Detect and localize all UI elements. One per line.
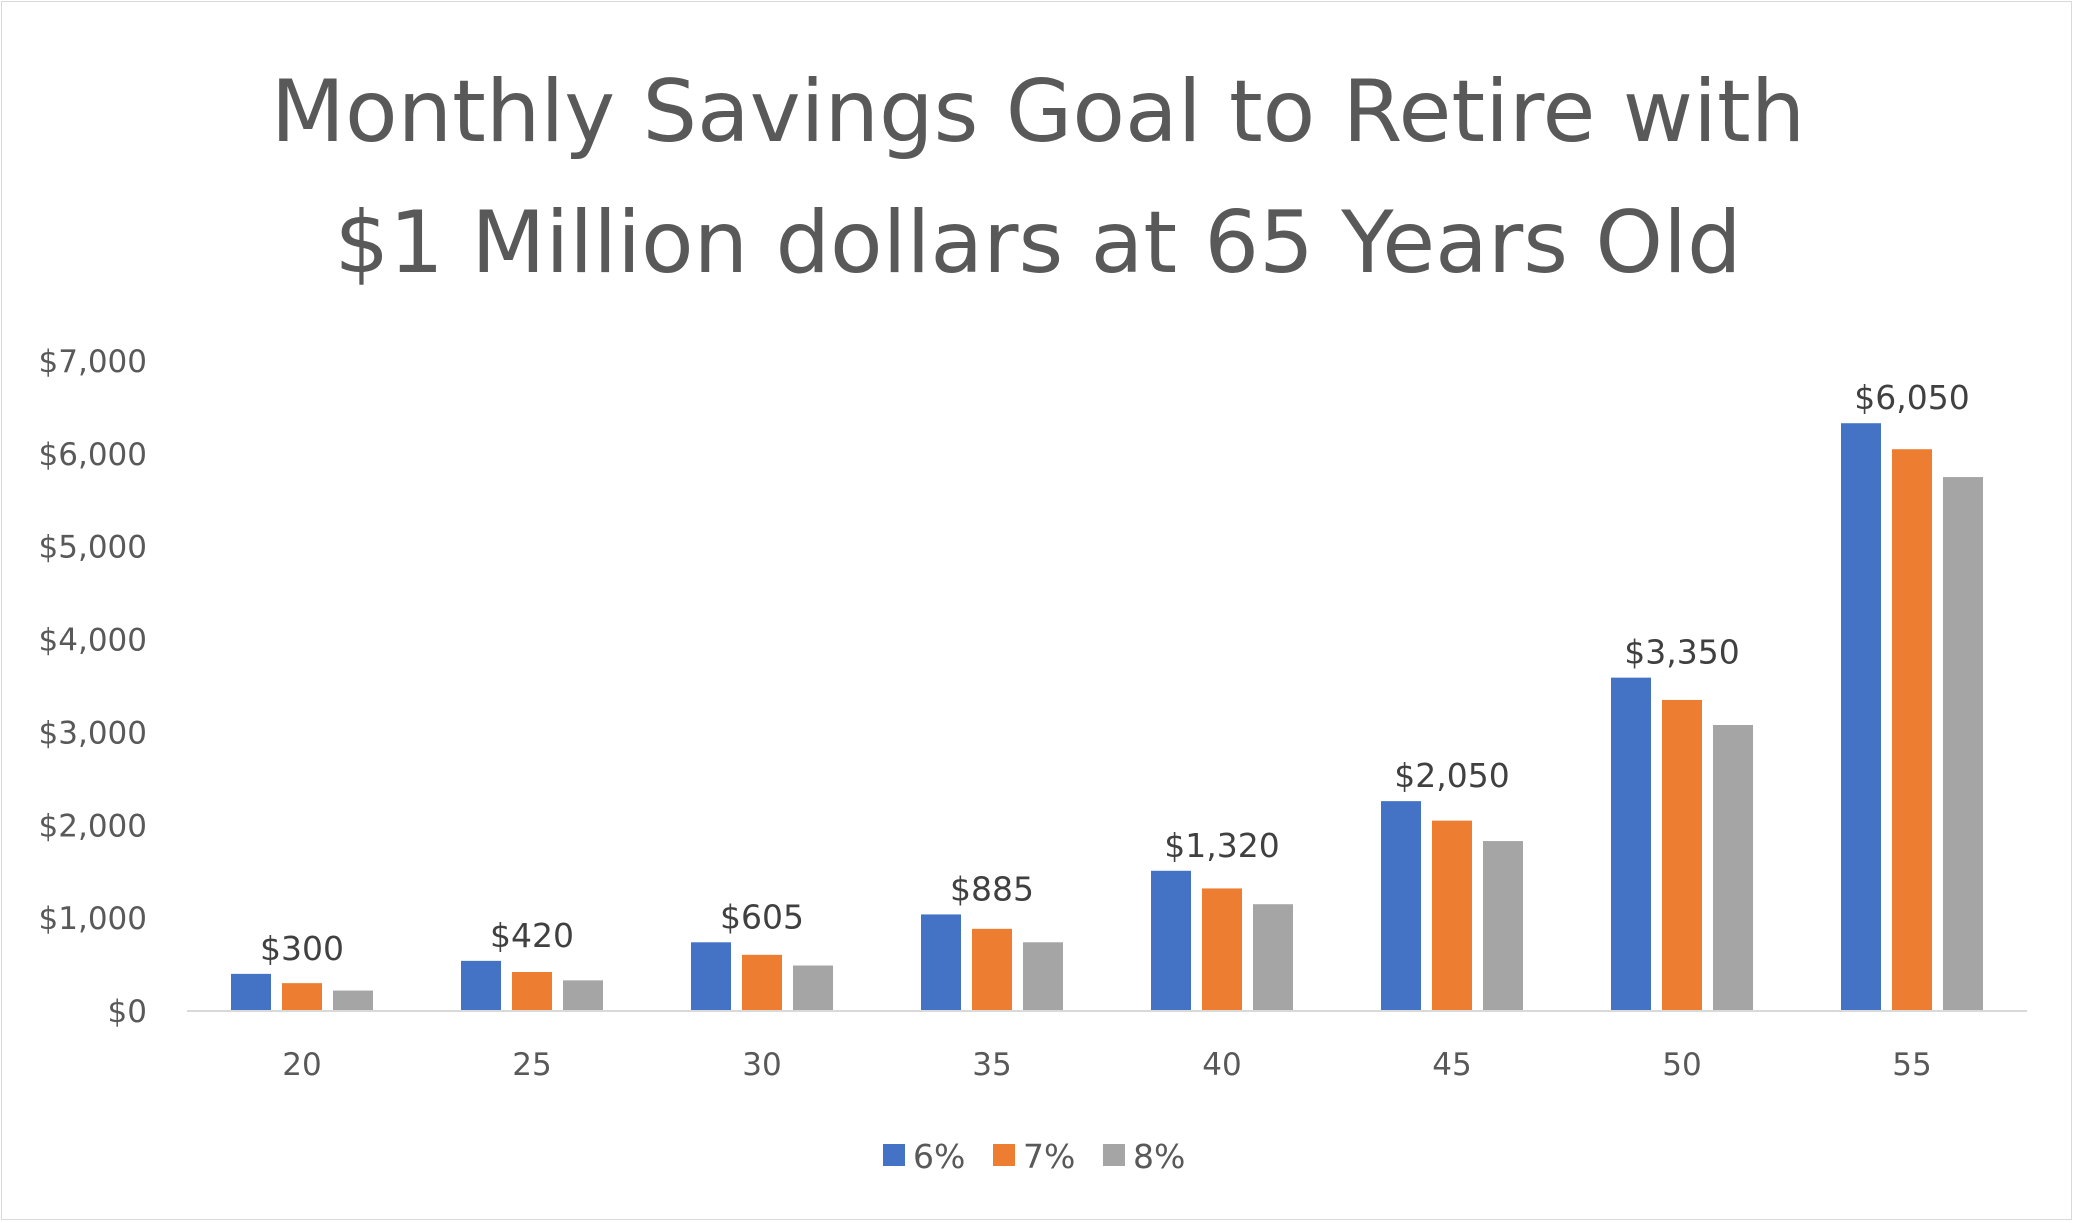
bar-6pct-35 bbox=[921, 914, 961, 1011]
data-label: $6,050 bbox=[1854, 378, 1969, 417]
data-label: $420 bbox=[490, 916, 574, 955]
data-label: $885 bbox=[950, 869, 1034, 908]
bar-7pct-35 bbox=[972, 928, 1012, 1011]
x-axis: 20 25 30 35 40 45 50 55 bbox=[187, 1010, 2027, 1083]
legend-label: 7% bbox=[1023, 1137, 1075, 1176]
x-tick-label: 35 bbox=[972, 1047, 1011, 1083]
y-tick-label: $6,000 bbox=[39, 437, 147, 473]
y-tick-label: $4,000 bbox=[39, 623, 147, 659]
data-label: $2,050 bbox=[1394, 756, 1509, 795]
data-labels: $300 $420 $605 $885 $1,320 $2,050 $3,350 $6,050 bbox=[260, 378, 1970, 968]
bar-7pct-50 bbox=[1662, 699, 1702, 1011]
x-tick-label: 25 bbox=[512, 1047, 551, 1083]
bar-6pct-50 bbox=[1611, 677, 1651, 1011]
y-axis: $0 $1,000 $2,000 $3,000 $4,000 $5,000 $6,000 $7… bbox=[39, 344, 147, 1030]
data-label: $1,320 bbox=[1164, 826, 1279, 865]
bar-6pct-25 bbox=[461, 960, 501, 1011]
x-tick-label: 45 bbox=[1432, 1047, 1471, 1083]
x-tick-label: 40 bbox=[1202, 1047, 1241, 1083]
bar-8pct-30 bbox=[793, 965, 833, 1011]
legend-swatch bbox=[883, 1144, 905, 1166]
bar-8pct-45 bbox=[1483, 841, 1523, 1011]
bars bbox=[231, 423, 1983, 1012]
bar-7pct-20 bbox=[282, 983, 322, 1011]
bar-7pct-55 bbox=[1892, 449, 1932, 1011]
y-tick-label: $7,000 bbox=[39, 344, 147, 380]
bar-7pct-30 bbox=[742, 954, 782, 1011]
legend-label: 6% bbox=[913, 1137, 965, 1176]
bar-8pct-50 bbox=[1713, 725, 1753, 1011]
bar-7pct-40 bbox=[1202, 888, 1242, 1011]
data-label: $605 bbox=[720, 897, 804, 936]
data-label: $300 bbox=[260, 929, 344, 968]
legend-label: 8% bbox=[1133, 1137, 1185, 1176]
y-tick-label: $1,000 bbox=[39, 901, 147, 937]
bar-7pct-45 bbox=[1432, 820, 1472, 1011]
y-tick-label: $5,000 bbox=[39, 530, 147, 566]
bar-6pct-45 bbox=[1381, 801, 1421, 1011]
bar-7pct-25 bbox=[512, 972, 552, 1011]
legend-swatch bbox=[1103, 1144, 1125, 1166]
bar-8pct-25 bbox=[563, 980, 603, 1011]
bar-6pct-40 bbox=[1151, 870, 1191, 1011]
x-tick-label: 55 bbox=[1892, 1047, 1931, 1083]
x-tick-label: 30 bbox=[742, 1047, 781, 1083]
chart-title-line-1: Monthly Savings Goal to Retire with bbox=[271, 62, 1805, 162]
bar-8pct-55 bbox=[1943, 477, 1983, 1012]
legend: 6% 7% 8% bbox=[883, 1137, 1185, 1176]
x-tick-label: 50 bbox=[1662, 1047, 1701, 1083]
bar-8pct-35 bbox=[1023, 942, 1063, 1011]
chart-title: Monthly Savings Goal to Retire with $1 M… bbox=[271, 62, 1805, 293]
x-tick-label: 20 bbox=[282, 1047, 321, 1083]
bar-8pct-40 bbox=[1253, 904, 1293, 1011]
bar-6pct-55 bbox=[1841, 423, 1881, 1011]
chart-title-line-2: $1 Million dollars at 65 Years Old bbox=[334, 193, 1741, 293]
y-tick-label: $0 bbox=[108, 994, 147, 1030]
y-tick-label: $3,000 bbox=[39, 715, 147, 751]
data-label: $3,350 bbox=[1624, 633, 1739, 672]
bar-6pct-30 bbox=[691, 942, 731, 1011]
legend-swatch bbox=[993, 1144, 1015, 1166]
bar-6pct-20 bbox=[231, 973, 271, 1011]
y-tick-label: $2,000 bbox=[39, 808, 147, 844]
bar-8pct-20 bbox=[333, 990, 373, 1011]
